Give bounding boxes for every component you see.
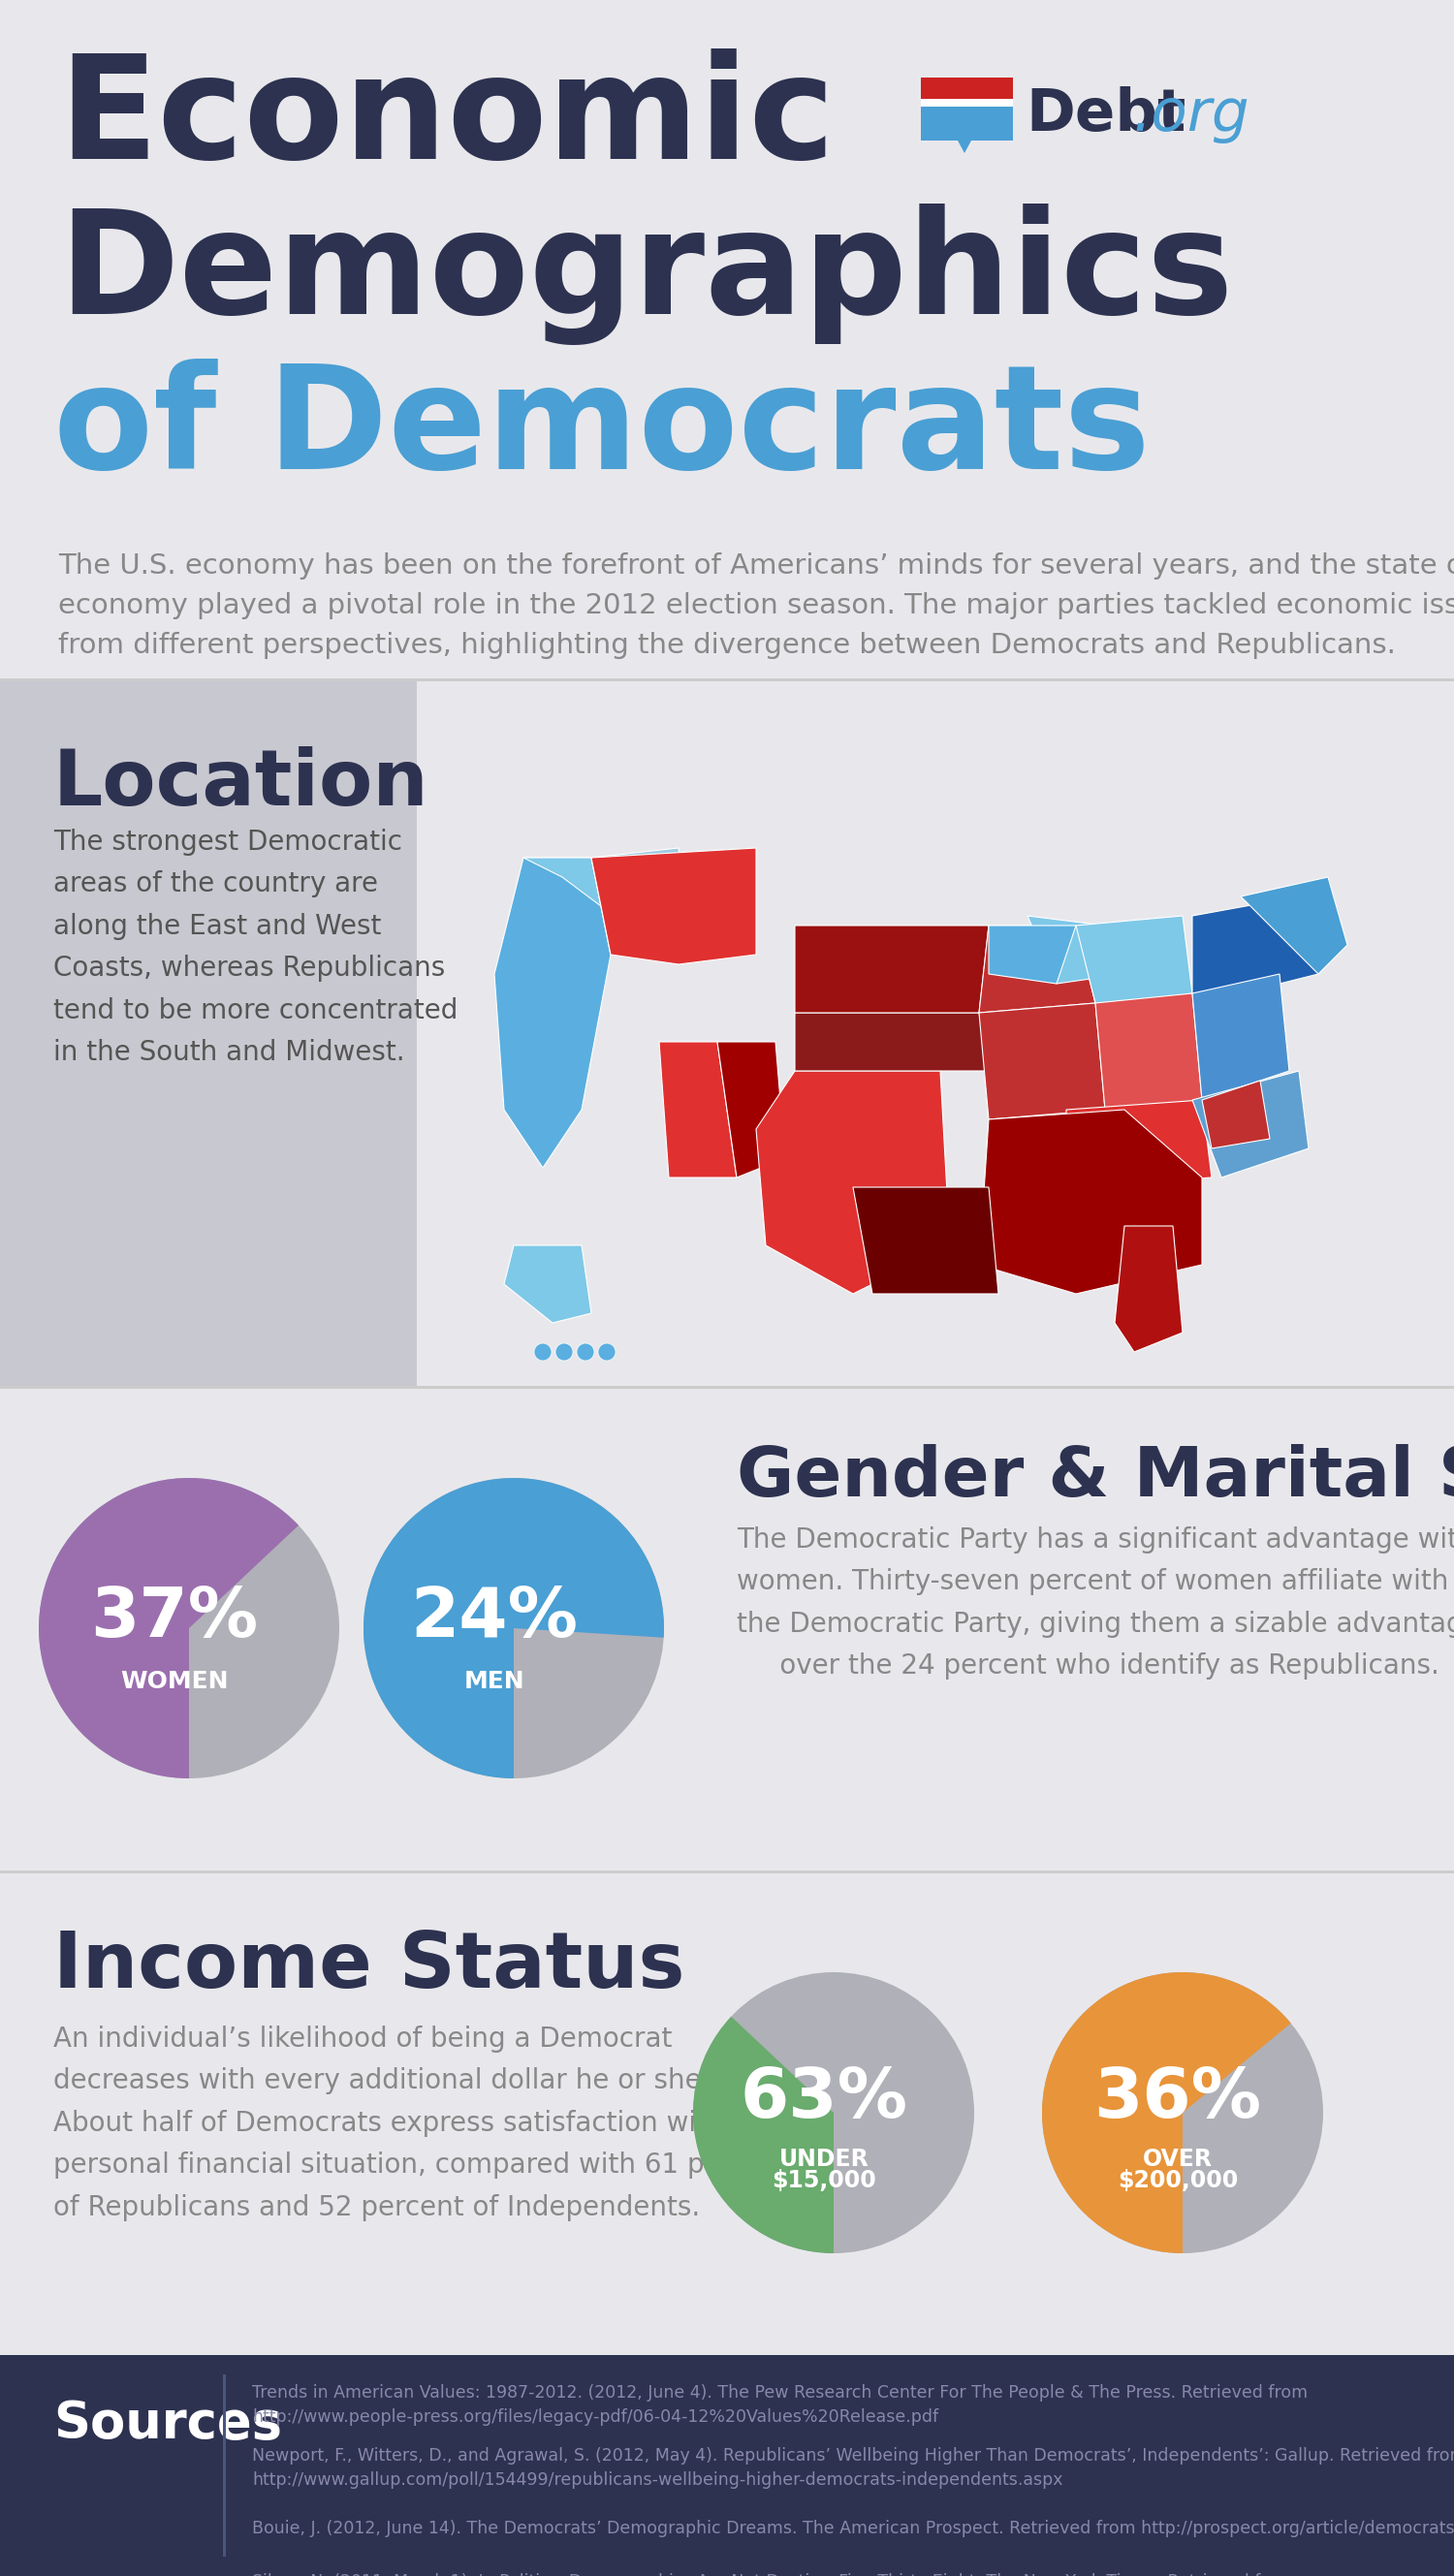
Polygon shape — [592, 848, 756, 963]
Polygon shape — [1095, 994, 1202, 1110]
Circle shape — [694, 1973, 974, 2254]
Circle shape — [555, 1342, 573, 1360]
Bar — [222, 2375, 225, 2555]
Text: Location: Location — [54, 747, 429, 822]
Text: WOMEN: WOMEN — [121, 1669, 228, 1692]
Wedge shape — [39, 1479, 298, 1777]
Polygon shape — [979, 1002, 1105, 1121]
Polygon shape — [592, 848, 688, 956]
Bar — [920, 77, 1013, 98]
Text: OVER: OVER — [1143, 2148, 1213, 2172]
Text: $15,000: $15,000 — [772, 2169, 877, 2192]
Bar — [0, 1870, 1454, 2354]
Circle shape — [598, 1342, 615, 1360]
Polygon shape — [494, 858, 611, 1167]
Circle shape — [534, 1342, 551, 1360]
Circle shape — [364, 1479, 664, 1777]
Polygon shape — [989, 925, 1076, 984]
Text: 37%: 37% — [90, 1584, 259, 1651]
Circle shape — [39, 1479, 339, 1777]
Text: $200,000: $200,000 — [1118, 2169, 1237, 2192]
Polygon shape — [1192, 896, 1319, 994]
Wedge shape — [694, 2017, 833, 2254]
Polygon shape — [1192, 1072, 1309, 1177]
Polygon shape — [1202, 1079, 1269, 1149]
Polygon shape — [853, 1188, 999, 1293]
Polygon shape — [659, 1041, 737, 1177]
Polygon shape — [756, 1072, 949, 1293]
Bar — [0, 1386, 1454, 1870]
Bar — [920, 106, 1013, 142]
Circle shape — [577, 1342, 595, 1360]
Bar — [0, 0, 1454, 677]
Text: Newport, F., Witters, D., and Agrawal, S. (2012, May 4). Republicans’ Wellbeing : Newport, F., Witters, D., and Agrawal, S… — [252, 2447, 1454, 2488]
Polygon shape — [979, 925, 1095, 1012]
Bar — [0, 2354, 1454, 2576]
Polygon shape — [795, 1012, 989, 1072]
Bar — [0, 1870, 1454, 1873]
Polygon shape — [979, 1110, 1202, 1293]
Bar — [0, 1386, 1454, 1388]
Circle shape — [1043, 1973, 1323, 2254]
Polygon shape — [1240, 876, 1348, 974]
Text: Economic: Economic — [58, 49, 835, 188]
Text: Demographics: Demographics — [58, 204, 1233, 345]
Wedge shape — [364, 1479, 664, 1777]
Polygon shape — [1115, 1226, 1182, 1352]
Text: MEN: MEN — [464, 1669, 525, 1692]
Polygon shape — [1192, 974, 1290, 1100]
Text: 63%: 63% — [740, 2066, 907, 2133]
Polygon shape — [1076, 917, 1192, 1002]
Polygon shape — [523, 858, 601, 907]
Polygon shape — [1066, 1100, 1211, 1188]
Text: Debt: Debt — [1025, 85, 1186, 142]
Text: Bouie, J. (2012, June 14). The Democrats’ Demographic Dreams. The American Prosp: Bouie, J. (2012, June 14). The Democrats… — [252, 2519, 1454, 2537]
Text: UNDER: UNDER — [779, 2148, 869, 2172]
Polygon shape — [958, 142, 971, 152]
Bar — [0, 677, 417, 1386]
Text: of Democrats: of Democrats — [54, 358, 1150, 500]
Polygon shape — [505, 1244, 592, 1324]
Bar — [417, 677, 1454, 1386]
Bar — [0, 677, 1454, 680]
Text: 24%: 24% — [410, 1584, 579, 1651]
Text: The Democratic Party has a significant advantage with
women. Thirty-seven percen: The Democratic Party has a significant a… — [737, 1528, 1454, 1680]
Wedge shape — [1043, 1973, 1291, 2254]
Text: Trends in American Values: 1987-2012. (2012, June 4). The Pew Research Center Fo: Trends in American Values: 1987-2012. (2… — [252, 2385, 1307, 2427]
Polygon shape — [795, 925, 989, 1012]
Polygon shape — [1028, 917, 1124, 984]
Polygon shape — [717, 1041, 785, 1177]
Text: An individual’s likelihood of being a Democrat
decreases with every additional d: An individual’s likelihood of being a De… — [54, 2025, 795, 2221]
Text: Gender & Marital Status: Gender & Marital Status — [737, 1445, 1454, 1512]
Bar — [920, 98, 1013, 106]
Text: The U.S. economy has been on the forefront of Americans’ minds for several years: The U.S. economy has been on the forefro… — [58, 551, 1454, 659]
Text: The strongest Democratic
areas of the country are
along the East and West
Coasts: The strongest Democratic areas of the co… — [54, 829, 458, 1066]
Text: Income Status: Income Status — [54, 1929, 685, 2004]
Text: Silver, N. (2011, March 1). In Politics, Demographics Are Not Destiny. Five Thir: Silver, N. (2011, March 1). In Politics,… — [252, 2573, 1294, 2576]
Text: .org: .org — [1133, 85, 1249, 142]
Text: 36%: 36% — [1093, 2066, 1262, 2133]
Text: Sources: Sources — [54, 2398, 282, 2450]
